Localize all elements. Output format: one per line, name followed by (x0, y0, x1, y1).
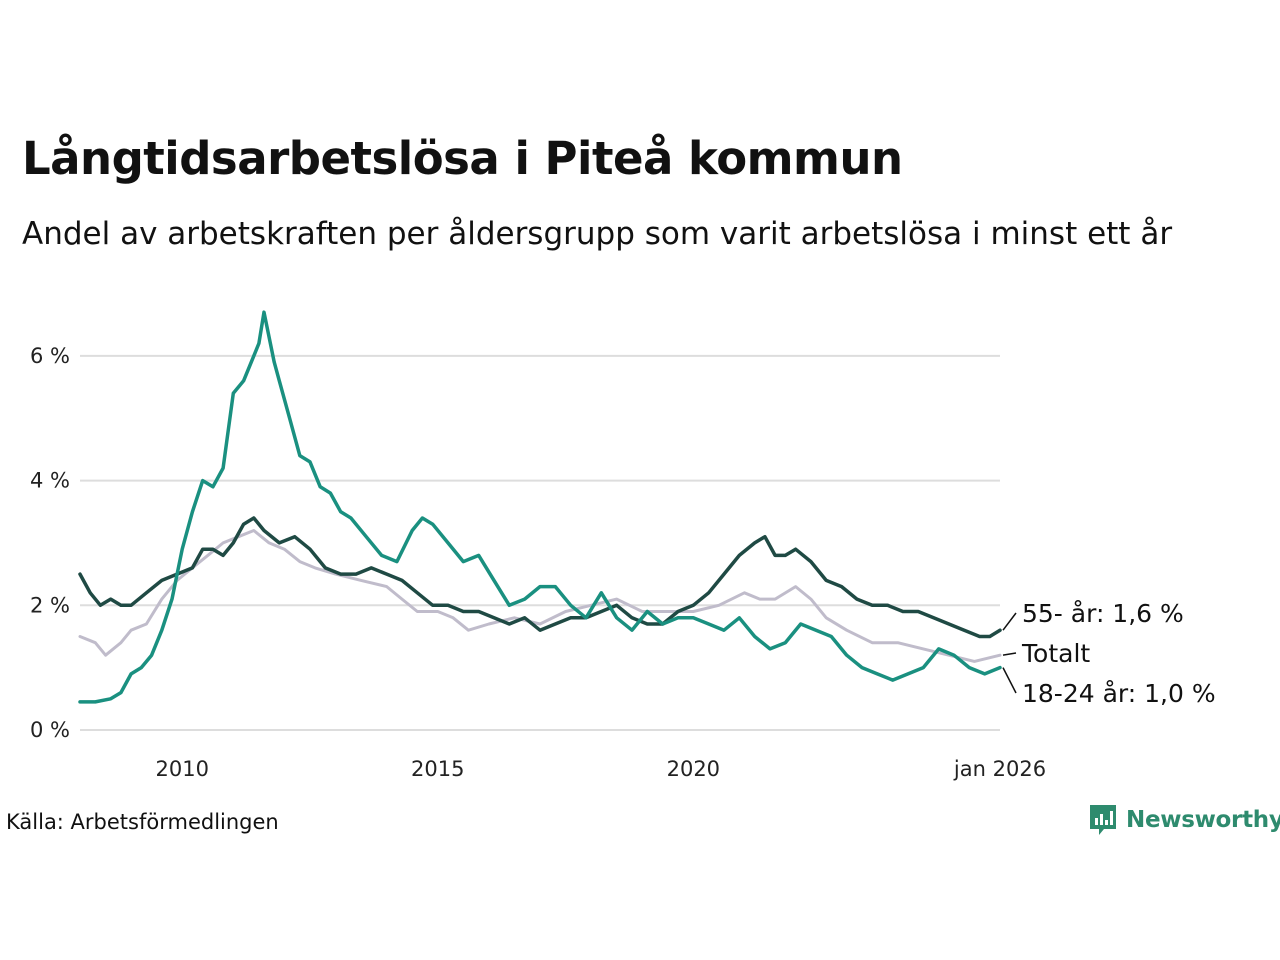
y-tick-label: 0 % (30, 718, 70, 742)
series-lines (78, 310, 1002, 704)
series-line-1 (78, 516, 1002, 639)
gridlines (80, 354, 1000, 731)
end-labels: Totalt 55- år: 1,6 % 18-24 år: 1,0 % (1002, 599, 1216, 708)
x-axis-ticks: 2010 2015 2020 jan 2026 (155, 757, 1046, 781)
y-tick-label: 2 % (30, 593, 70, 617)
line-chart: 0 % 2 % 4 % 6 % 2010 2015 2020 jan 2026 Totalt… (30, 310, 1216, 781)
x-tick-label: 2010 (155, 757, 208, 781)
series-line-0 (78, 529, 1002, 663)
chart-subtitle: Andel av arbetskraften per åldersgrupp s… (22, 216, 1173, 252)
end-label: Totalt (1021, 639, 1090, 668)
newsworthy-logo: Newsworthy (1088, 803, 1280, 837)
y-tick-label: 4 % (30, 469, 70, 493)
series-line-2 (78, 310, 1002, 704)
chart-title: Långtidsarbetslösa i Piteå kommun (22, 132, 903, 185)
end-label-leader (1002, 612, 1017, 631)
end-label-leader (1002, 667, 1017, 694)
end-label: 55- år: 1,6 % (1022, 599, 1184, 628)
x-tick-label: jan 2026 (953, 757, 1046, 781)
end-label: 18-24 år: 1,0 % (1022, 679, 1216, 708)
y-tick-label: 6 % (30, 344, 70, 368)
end-label-leader (1002, 652, 1017, 656)
y-axis-ticks: 0 % 2 % 4 % 6 % (30, 344, 70, 742)
source-note: Källa: Arbetsförmedlingen (6, 810, 279, 834)
x-tick-label: 2020 (667, 757, 720, 781)
newsworthy-logo-icon (1090, 805, 1116, 835)
newsworthy-logo-text: Newsworthy (1126, 807, 1280, 833)
x-tick-label: 2015 (411, 757, 464, 781)
